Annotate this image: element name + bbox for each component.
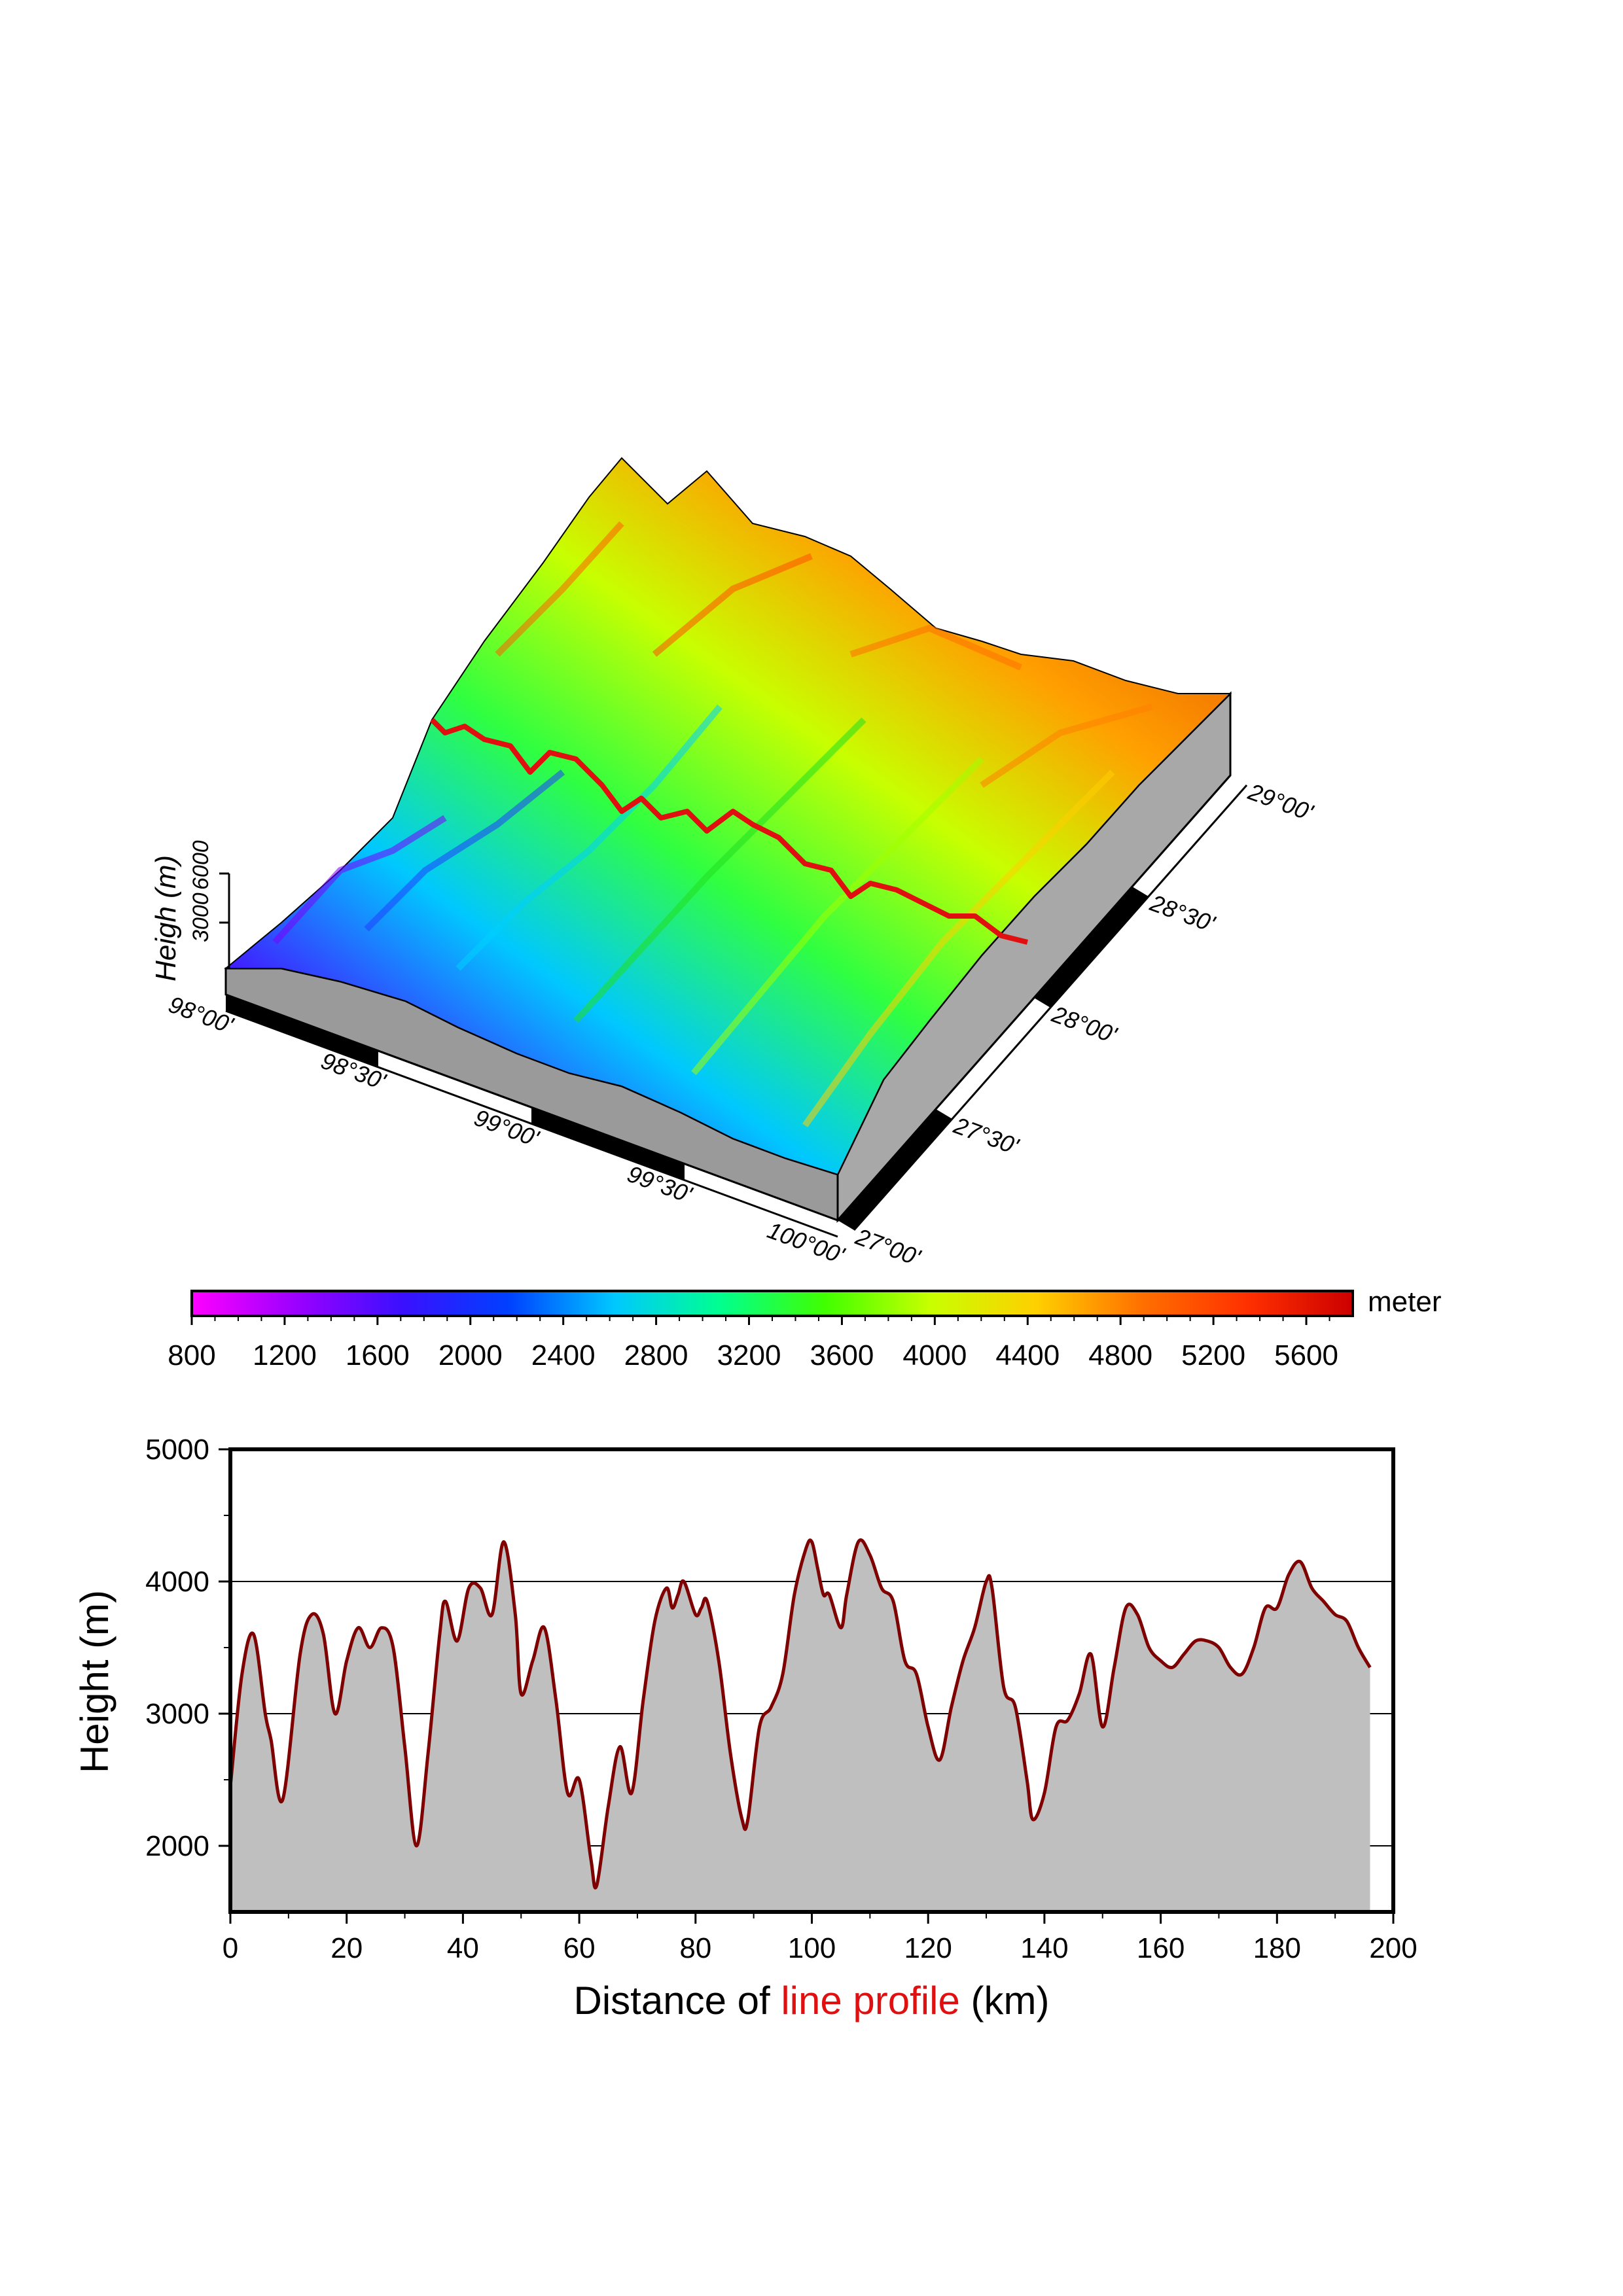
profile-series-line: [228, 1538, 1372, 1890]
colorbar-tick-label: 1600: [346, 1339, 410, 1371]
z-axis-label: Heigh (m): [150, 855, 182, 981]
profile-chart: 0 20 40 60 80 100 120 140 160 180 200 2000 3000 4000…: [73, 1434, 1418, 2022]
colorbar-tick-label: 3200: [717, 1339, 781, 1371]
x-tick-label: 180: [1253, 1932, 1301, 1964]
y-axis: 2000 3000 4000 5000: [145, 1434, 230, 1862]
y-tick-label: 28°00': [1048, 1000, 1120, 1049]
colorbar-tick-label: 1200: [253, 1339, 317, 1371]
y-axis-3d: [836, 775, 1248, 1231]
x-tick-label: 60: [563, 1932, 596, 1964]
y-tick-label: 4000: [145, 1566, 209, 1598]
x-axis-label-highlight: line profile: [781, 1979, 960, 2022]
colorbar-tick-label: 2000: [438, 1339, 503, 1371]
x-tick-label: 0: [223, 1932, 238, 1964]
x-tick-label: 120: [904, 1932, 952, 1964]
x-axis-label: Distance of line profile (km): [574, 1979, 1050, 2022]
x-axis-label-prefix: Distance of: [574, 1979, 781, 2022]
x-axis-label-suffix: (km): [960, 1979, 1050, 2022]
colorbar-tick-label: 5600: [1274, 1339, 1338, 1371]
y-axis-label: Height (m): [73, 1590, 116, 1773]
x-tick-label: 80: [679, 1932, 711, 1964]
terrain-ridges: [272, 521, 1153, 1127]
y-tick-label: 29°00': [1244, 778, 1317, 826]
x-tick-label: 200: [1369, 1932, 1417, 1964]
x-axis-frame-segment: [531, 1107, 685, 1180]
z-tick-label: 3000: [188, 892, 213, 942]
colorbar-ticks: 800 1200 1600 2000 2400 2800 3200 3600 4000 4400 4…: [168, 1316, 1338, 1371]
colorbar-tick-label: 4400: [995, 1339, 1060, 1371]
y-axis-frame-segment: [838, 1109, 952, 1230]
z-axis: 3000 6000 Heigh (m): [150, 840, 230, 981]
x-tick-label: 40: [447, 1932, 479, 1964]
x-axis: 0 20 40 60 80 100 120 140 160 180 200: [223, 1912, 1418, 1964]
colorbar: 800 1200 1600 2000 2400 2800 3200 3600 4000 4400 4…: [168, 1286, 1441, 1371]
x-axis-3d: [225, 993, 838, 1238]
x-tick-label: 140: [1020, 1932, 1068, 1964]
z-tick-label: 6000: [188, 840, 213, 890]
x-tick-label: 20: [330, 1932, 363, 1964]
colorbar-tick-label: 2400: [531, 1339, 596, 1371]
colorbar-tick-label: 4000: [902, 1339, 967, 1371]
y-tick-label: 3000: [145, 1698, 209, 1730]
colorbar-tick-label: 3600: [810, 1339, 874, 1371]
colorbar-ramp: [190, 1290, 1354, 1317]
x-tick-label: 100: [788, 1932, 836, 1964]
colorbar-unit-label: meter: [1368, 1286, 1441, 1318]
profile-line: [430, 718, 1028, 945]
colorbar-tick-label: 2800: [624, 1339, 688, 1371]
x-tick-label: 160: [1137, 1932, 1185, 1964]
y-tick-label: 27°30': [950, 1112, 1022, 1160]
y-tick-label: 28°30': [1146, 889, 1219, 938]
terrain-3d-panel: 3000 6000 Heigh (m) 98°00' 98°30' 99°00'…: [150, 457, 1317, 1271]
colorbar-tick-label: 800: [168, 1339, 215, 1371]
x-axis-frame-segment: [226, 995, 378, 1067]
colorbar-tick-label: 5200: [1181, 1339, 1245, 1371]
y-tick-label: 5000: [145, 1434, 209, 1466]
colorbar-tick-label: 4800: [1088, 1339, 1152, 1371]
y-axis-frame-segment: [1034, 887, 1149, 1008]
y-tick-label: 2000: [145, 1830, 209, 1862]
y-tick-label: 27°00': [851, 1223, 924, 1271]
